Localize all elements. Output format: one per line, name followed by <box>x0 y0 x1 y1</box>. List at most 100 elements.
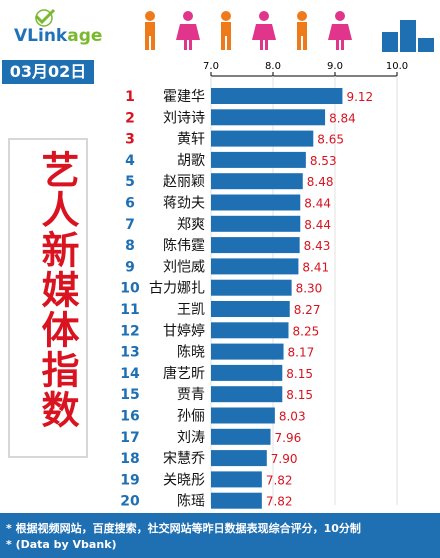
bar <box>211 109 326 126</box>
value-label: 8.53 <box>310 154 337 168</box>
category-label: 宋慧乔 <box>163 451 205 467</box>
value-label: 8.17 <box>288 346 315 360</box>
rank-label: 12 <box>120 323 139 339</box>
value-label: 8.03 <box>279 410 306 424</box>
rank-label: 14 <box>120 366 140 382</box>
person-icon <box>221 11 231 50</box>
bar <box>211 428 271 445</box>
value-label: 8.27 <box>294 303 321 317</box>
value-label: 8.15 <box>286 388 313 402</box>
bar <box>211 151 306 168</box>
value-label: 8.65 <box>317 133 344 147</box>
category-label: 刘恺威 <box>163 259 205 275</box>
footer-note: * 根据视频网站，百度搜索，社交网站等昨日数据表现综合评分，10分制 <box>6 522 361 535</box>
logo-text-part1: VLink <box>14 26 68 46</box>
rank-label: 5 <box>125 174 135 190</box>
rank-label: 11 <box>120 302 139 318</box>
date-badge: 03月02日 <box>2 60 94 84</box>
value-label: 8.25 <box>293 324 320 338</box>
rank-label: 16 <box>120 409 139 425</box>
value-label: 8.84 <box>329 111 356 125</box>
x-tick-label: 9.0 <box>327 61 343 72</box>
bar-chart: 7.0 8.0 9.0 10.0 1 霍建华 9.12 2 刘诗诗 8.84 3 黄轩 8.65 4 胡歌… <box>120 61 408 510</box>
bar <box>211 322 289 339</box>
x-tick-label: 7.0 <box>203 61 219 72</box>
x-tick-label: 10.0 <box>386 61 408 72</box>
category-label: 陈晓 <box>177 344 205 361</box>
value-label: 7.90 <box>271 452 298 466</box>
bar <box>211 343 284 360</box>
x-tick-label: 8.0 <box>265 61 281 72</box>
logo-text-part2: age <box>67 26 103 46</box>
bar <box>211 301 290 317</box>
category-label: 刘涛 <box>177 430 205 446</box>
rank-label: 15 <box>120 387 139 403</box>
bar <box>211 279 292 296</box>
category-label: 唐艺昕 <box>163 365 205 382</box>
rank-label: 19 <box>120 472 139 488</box>
value-label: 8.43 <box>304 239 331 253</box>
footer-bar: * 根据视频网站，百度搜索，社交网站等昨日数据表现综合评分，10分制 * (Da… <box>0 513 440 558</box>
footer-source: * (Data by Vbank) <box>6 538 117 551</box>
category-label: 陈伟霆 <box>163 237 205 254</box>
value-label: 8.44 <box>304 197 331 211</box>
value-label: 8.15 <box>286 367 313 381</box>
person-icon <box>176 11 200 50</box>
bar <box>211 173 303 190</box>
podium-icon <box>382 20 434 52</box>
value-label: 8.44 <box>304 218 331 232</box>
bar <box>211 258 299 275</box>
person-icon <box>328 11 352 50</box>
value-label: 7.96 <box>275 431 302 445</box>
title-box: 艺人新媒体指数 <box>8 138 88 458</box>
value-label: 9.12 <box>346 90 373 104</box>
category-label: 赵丽颖 <box>163 174 205 190</box>
logo-text: VLinkage <box>14 26 102 46</box>
category-label: 蒋劲夫 <box>163 196 205 212</box>
bar <box>211 237 300 254</box>
category-label: 甘婷婷 <box>163 323 205 339</box>
category-label: 陈瑶 <box>177 493 205 510</box>
category-label: 胡歌 <box>177 153 205 169</box>
category-label: 古力娜扎 <box>149 281 205 297</box>
bar <box>211 215 301 232</box>
brand-logo: VLinkage <box>8 8 118 48</box>
bar <box>211 88 343 104</box>
bar <box>211 364 283 381</box>
value-label: 8.30 <box>296 282 323 296</box>
rank-label: 17 <box>120 430 139 446</box>
rank-label: 8 <box>125 238 135 254</box>
rank-label: 1 <box>125 89 135 105</box>
people-icons <box>145 11 352 50</box>
bar <box>211 407 275 424</box>
value-label: 7.82 <box>266 495 293 509</box>
rank-label: 7 <box>125 217 135 233</box>
category-label: 郑爽 <box>177 217 205 233</box>
rank-label: 13 <box>120 345 139 361</box>
category-label: 黄轩 <box>177 131 205 148</box>
bar <box>211 471 262 488</box>
value-label: 7.82 <box>266 473 293 487</box>
rank-label: 18 <box>120 451 139 467</box>
rank-label: 6 <box>125 196 135 212</box>
logo-check-icon <box>34 8 56 27</box>
category-label: 贾青 <box>177 387 205 403</box>
category-label: 霍建华 <box>163 89 205 105</box>
category-label: 孙俪 <box>177 409 205 425</box>
person-icon <box>297 11 307 50</box>
rank-label: 20 <box>120 494 140 510</box>
person-icon <box>145 11 155 50</box>
person-icon <box>252 11 276 50</box>
rank-label: 4 <box>125 153 135 169</box>
rank-label: 10 <box>120 281 140 297</box>
bar <box>211 492 262 509</box>
value-label: 8.41 <box>302 260 329 274</box>
bar <box>211 386 283 403</box>
category-label: 刘诗诗 <box>163 110 205 126</box>
bar <box>211 450 267 467</box>
chart-title: 艺人新媒体指数 <box>35 150 79 430</box>
category-label: 关晓彤 <box>163 472 205 488</box>
value-label: 8.48 <box>307 175 334 189</box>
bar <box>211 130 314 147</box>
category-label: 王凯 <box>177 302 205 318</box>
